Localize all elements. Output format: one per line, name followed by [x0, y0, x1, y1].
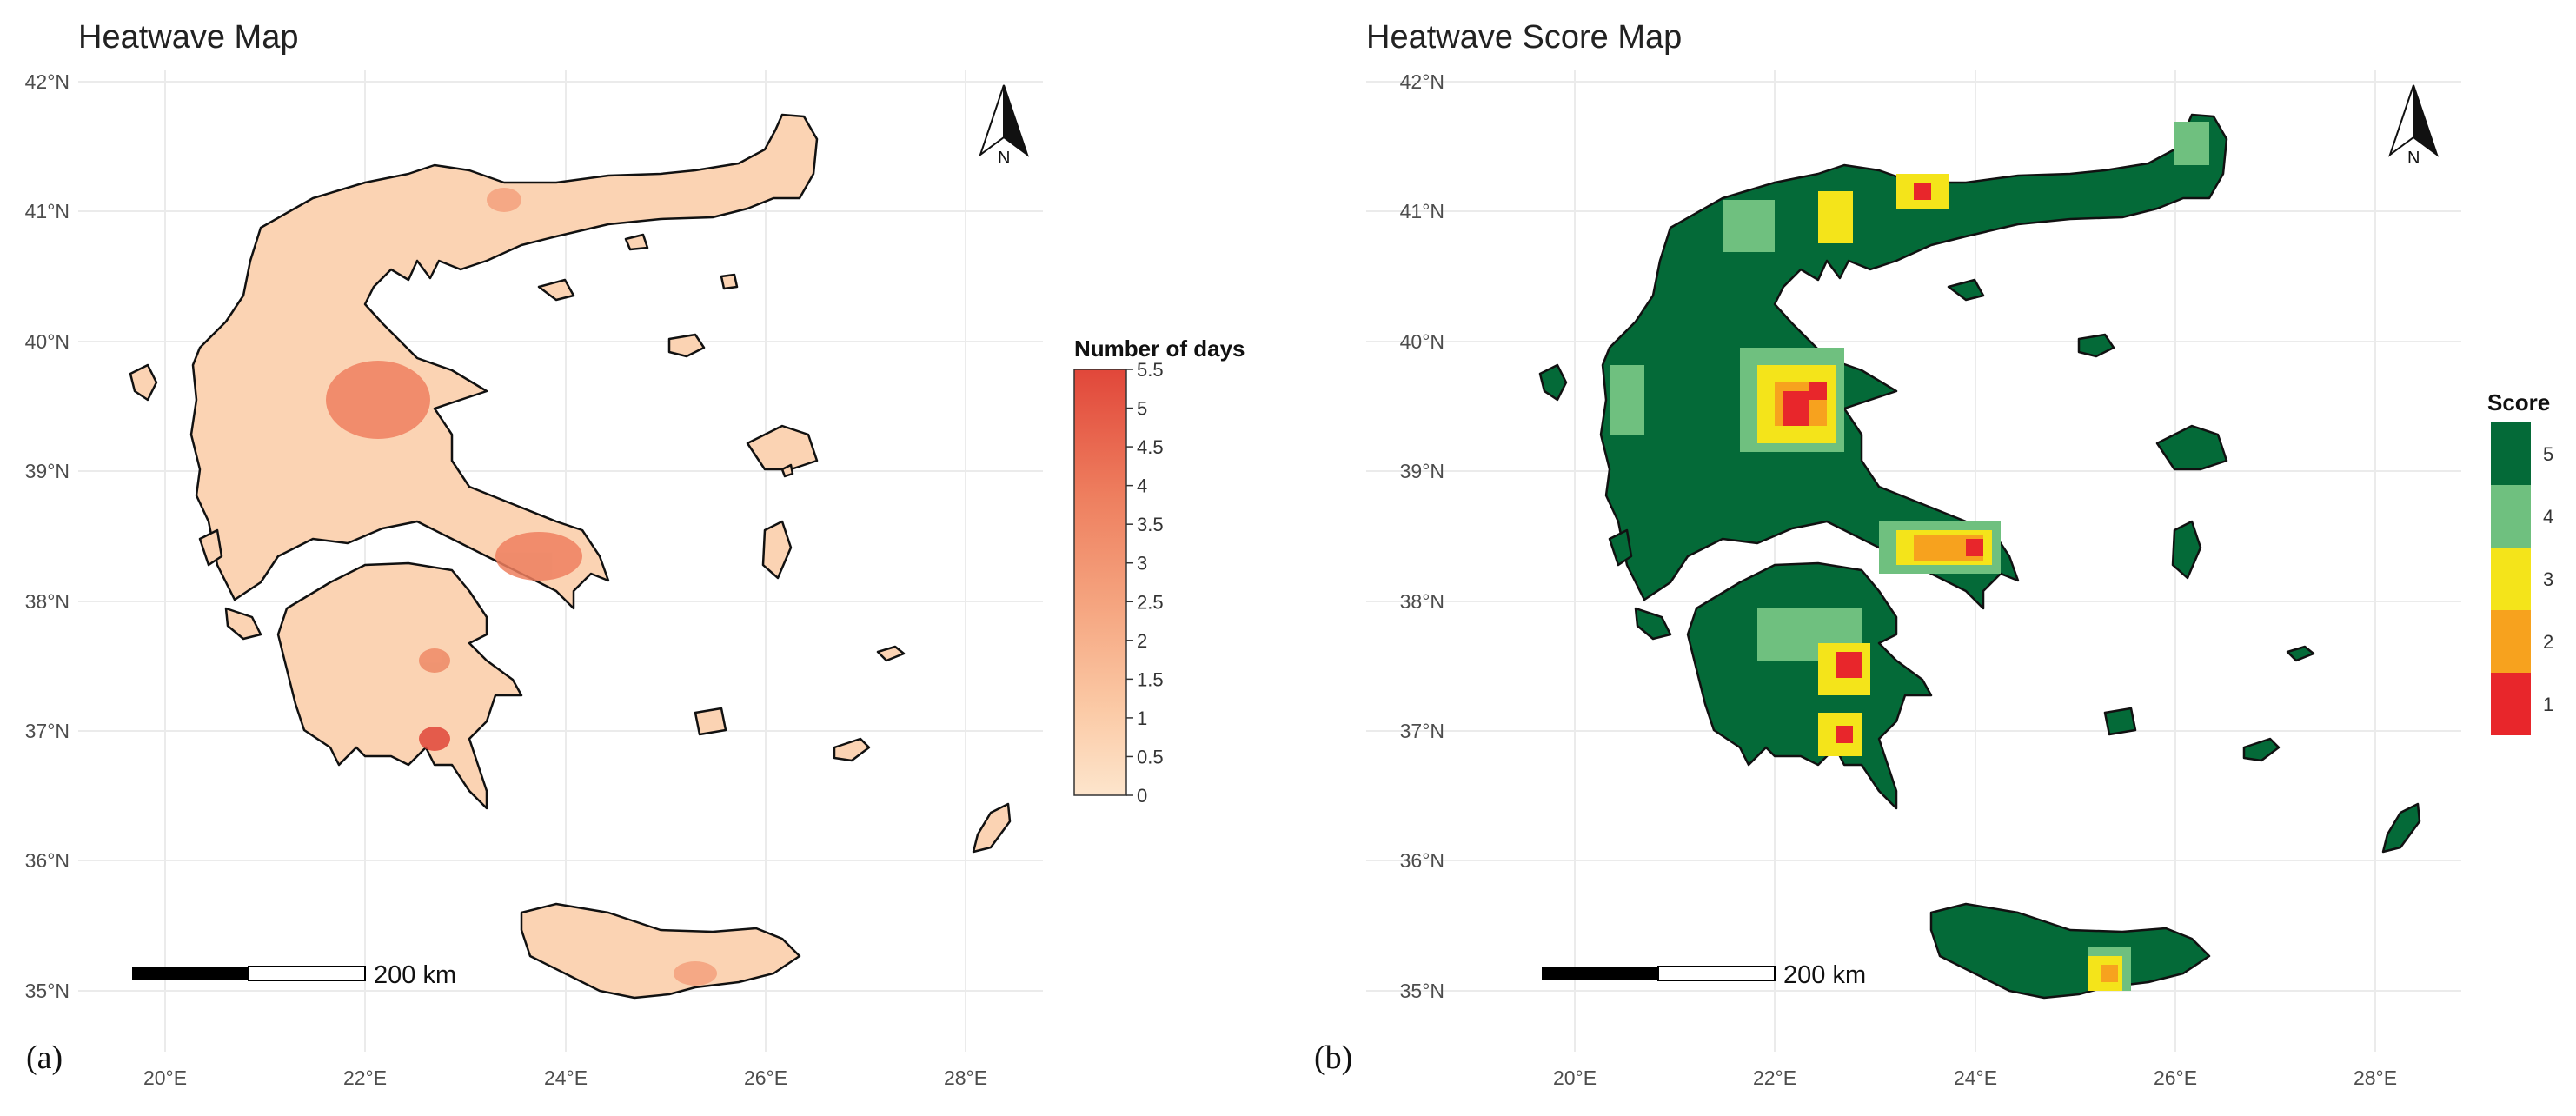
lon-label: 20°E [143, 1066, 187, 1089]
legend-swatch [2491, 485, 2531, 548]
lat-label: 35°N [25, 980, 70, 1002]
legend-score: Score 5 4 3 2 1 [2487, 389, 2553, 735]
legend-tick-label: 5 [1137, 398, 1147, 420]
north-label: N [998, 149, 1010, 168]
score-patches [1610, 122, 2209, 991]
panel-letter: (b) [1314, 1040, 1353, 1076]
scale-bar: 200 km [1542, 961, 1866, 989]
lon-label: 28°E [2354, 1066, 2397, 1089]
legend-swatch [2491, 422, 2531, 485]
lat-label: 41°N [25, 200, 70, 223]
lat-label: 38°N [25, 590, 70, 613]
lat-label: 39°N [1400, 460, 1444, 482]
legend-tick-label: 1 [1137, 707, 1147, 729]
heat-hotspots [326, 188, 717, 986]
greece-landmass [129, 113, 1012, 1000]
legend-swatch [2491, 610, 2531, 673]
legend-tick-label: 0 [1137, 785, 1147, 807]
longitude-labels: 20°E 22°E 24°E 26°E 28°E [1553, 1066, 2397, 1089]
legend-title: Score [2487, 389, 2550, 415]
latitude-labels: 42°N 41°N 40°N 39°N 38°N 37°N 36°N 35°N [1400, 70, 1444, 1002]
latitude-labels: 42°N 41°N 40°N 39°N 38°N 37°N 36°N 35°N [25, 70, 70, 1002]
lat-label: 38°N [1400, 590, 1444, 613]
legend-colorbar [1073, 369, 1127, 796]
legend-item-label: 1 [2543, 694, 2553, 715]
heatwave-score-map-figure: 42°N 41°N 40°N 39°N 38°N 37°N 36°N 35°N … [1366, 70, 2553, 1089]
lat-label: 42°N [25, 70, 70, 93]
scale-bar-label: 200 km [374, 961, 456, 989]
legend-tick-label: 2.5 [1137, 591, 1164, 613]
map-title: Heatwave Map [78, 19, 299, 56]
heatwave-score-map-panel: Heatwave Score Map (b) 42°N 41°N 40°N 39… [1288, 0, 2576, 1116]
lat-label: 37°N [25, 720, 70, 742]
lat-label: 36°N [1400, 849, 1444, 872]
lon-label: 24°E [544, 1066, 588, 1089]
map-title: Heatwave Score Map [1366, 19, 1683, 56]
lat-label: 41°N [1400, 200, 1444, 223]
longitude-labels: 20°E 22°E 24°E 26°E 28°E [143, 1066, 987, 1089]
legend-tick-label: 3.5 [1137, 514, 1164, 535]
legend-tick-label: 3 [1137, 553, 1147, 575]
legend-item-label: 4 [2543, 506, 2553, 528]
scale-bar: 200 km [132, 961, 456, 989]
legend-number-of-days: Number of days 5.5 5 4.5 4 3.5 3 2.5 2 1.5 1 0.5 0 [1073, 335, 1245, 807]
lat-label: 40°N [1400, 330, 1444, 353]
lat-label: 42°N [1400, 70, 1444, 93]
legend-tick-label: 4 [1137, 475, 1147, 497]
legend-item-label: 5 [2543, 443, 2553, 465]
panel-letter: (a) [26, 1040, 63, 1076]
north-arrow-icon: N [979, 84, 1029, 168]
legend-item-label: 3 [2543, 568, 2553, 590]
legend-tick-label: 1.5 [1137, 668, 1164, 690]
legend-tick-label: 2 [1137, 630, 1147, 652]
lon-label: 22°E [343, 1066, 387, 1089]
north-label: N [2407, 149, 2420, 168]
lon-label: 26°E [2154, 1066, 2197, 1089]
lon-label: 20°E [1553, 1066, 1597, 1089]
lat-label: 35°N [1400, 980, 1444, 1002]
scale-bar-label: 200 km [1783, 961, 1866, 989]
lat-label: 39°N [25, 460, 70, 482]
north-arrow-icon: N [2388, 84, 2439, 168]
legend-item-label: 2 [2543, 631, 2553, 653]
lat-label: 37°N [1400, 720, 1444, 742]
legend-tick-label: 5.5 [1137, 359, 1164, 381]
lat-label: 40°N [25, 330, 70, 353]
legend-tick-label: 4.5 [1137, 436, 1164, 458]
legend-swatch [2491, 548, 2531, 610]
heatwave-map-figure: 42°N 41°N 40°N 39°N 38°N 37°N 36°N 35°N … [25, 70, 1245, 1089]
legend-swatch [2491, 673, 2531, 735]
legend-tick-label: 0.5 [1137, 746, 1164, 767]
legend-title: Number of days [1074, 335, 1245, 362]
lon-label: 28°E [944, 1066, 987, 1089]
lat-label: 36°N [25, 849, 70, 872]
heatwave-map-panel: Heatwave Map (a) [25, 19, 1245, 1089]
lon-label: 24°E [1954, 1066, 1997, 1089]
lon-label: 22°E [1753, 1066, 1796, 1089]
lon-label: 26°E [744, 1066, 787, 1089]
